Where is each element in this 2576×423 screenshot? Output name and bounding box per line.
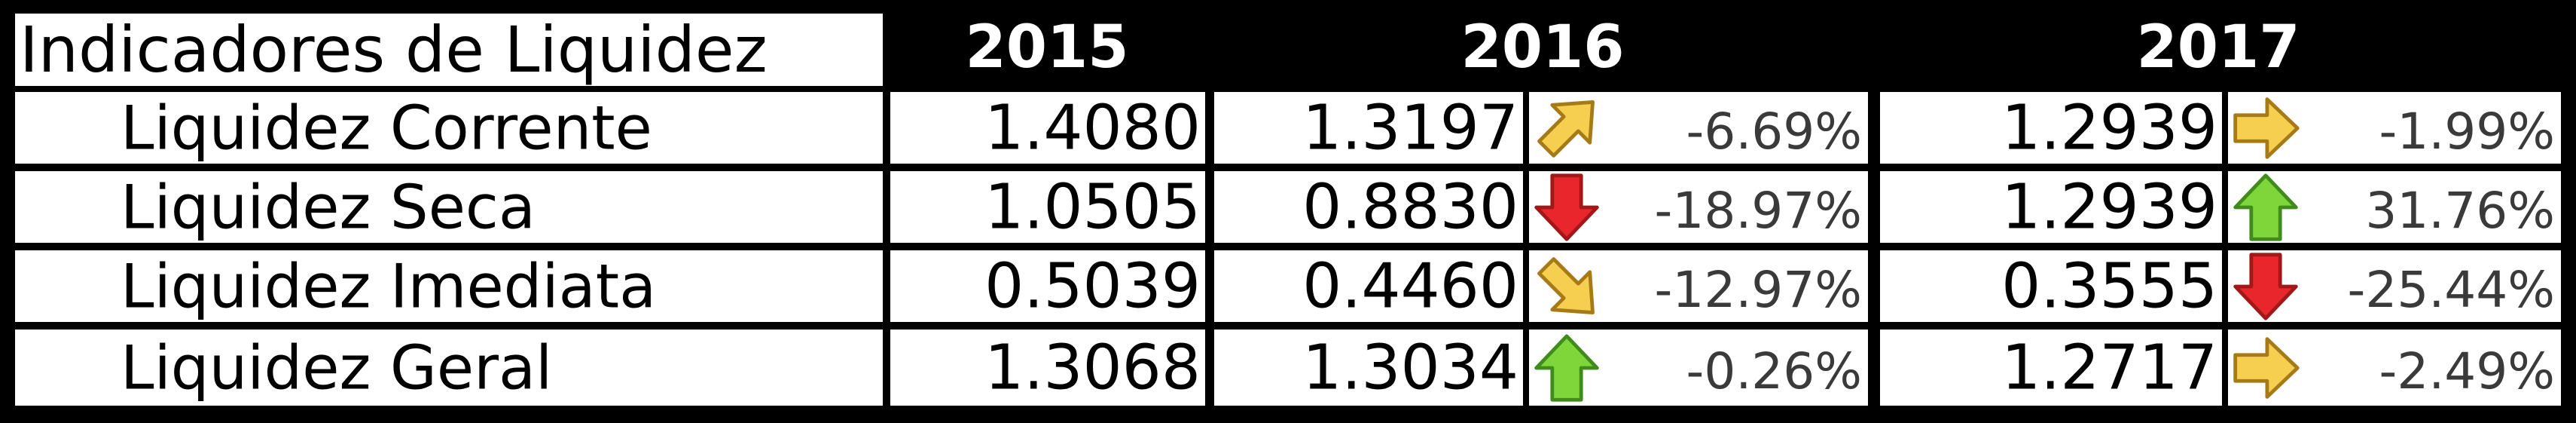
change-cell-2017: -2.49% [2228,330,2561,406]
value-cell-2017: 0.3555 [1880,250,2222,322]
value-2017: 0.3555 [2001,250,2217,322]
value-2017: 1.2939 [2001,92,2217,164]
table-title: Indicadores de Liquidez [20,14,768,86]
change-cell-2016: -6.69% [1529,92,1868,164]
arrow-up-right-icon [1537,100,1595,158]
value-2017: 1.2717 [2001,332,2217,403]
value-cell-2015: 1.3068 [890,330,1205,406]
table-title-cell: Indicadores de Liquidez [15,14,883,86]
value-2015: 1.3068 [984,332,1201,403]
change-percent-2017: -25.44% [2347,260,2555,319]
arrow-up-icon [2233,173,2298,241]
value-cell-2017: 1.2939 [1880,92,2222,164]
value-cell-2017: 1.2939 [1880,171,2222,243]
change-cell-2016: -18.97% [1529,171,1868,243]
change-cell-2016: -12.97% [1529,250,1868,322]
year-header-2016: 2016 [1460,14,1625,81]
change-percent-2016: -0.26% [1686,342,1862,400]
change-percent-2016: -12.97% [1654,260,1862,319]
value-cell-2016: 0.4460 [1214,250,1523,322]
row-label-cell: Liquidez Imediata [15,250,883,322]
value-cell-2015: 0.5039 [890,250,1205,322]
arrow-down-icon [1534,173,1599,241]
change-percent-2017: 31.76% [2365,181,2555,240]
value-2015: 1.0505 [984,171,1201,243]
row-label: Liquidez Seca [121,172,536,242]
change-percent-2016: -18.97% [1654,181,1862,240]
year-header-2017: 2017 [2136,14,2300,81]
change-percent-2017: -2.49% [2379,342,2555,400]
arrow-right-icon [2233,336,2300,399]
change-percent-2016: -6.69% [1686,102,1862,161]
value-2015: 0.5039 [984,250,1201,322]
value-2016: 0.4460 [1302,250,1518,322]
year-header-2015: 2015 [965,14,1129,81]
row-label: Liquidez Geral [121,333,553,403]
value-2017: 1.2939 [2001,171,2217,243]
value-cell-2017: 1.2717 [1880,330,2222,406]
row-label: Liquidez Corrente [121,93,652,163]
value-cell-2015: 1.0505 [890,171,1205,243]
change-percent-2017: -1.99% [2379,102,2555,161]
arrow-up-icon [1534,333,1599,402]
change-cell-2016: -0.26% [1529,330,1868,406]
value-2016: 1.3197 [1302,92,1518,164]
value-cell-2015: 1.4080 [890,92,1205,164]
change-cell-2017: -1.99% [2228,92,2561,164]
value-2016: 0.8830 [1302,171,1518,243]
change-cell-2017: -25.44% [2228,250,2561,322]
arrow-down-icon [2233,252,2298,320]
arrow-right-icon [2233,97,2300,159]
value-cell-2016: 0.8830 [1214,171,1523,243]
row-label-cell: Liquidez Geral [15,330,883,406]
row-label-cell: Liquidez Corrente [15,92,883,164]
value-2016: 1.3034 [1302,332,1518,403]
value-cell-2016: 1.3197 [1214,92,1523,164]
row-label: Liquidez Imediata [121,251,657,321]
value-2015: 1.4080 [984,92,1201,164]
change-cell-2017: 31.76% [2228,171,2561,243]
row-label-cell: Liquidez Seca [15,171,883,243]
value-cell-2016: 1.3034 [1214,330,1523,406]
arrow-down-right-icon [1537,256,1595,314]
